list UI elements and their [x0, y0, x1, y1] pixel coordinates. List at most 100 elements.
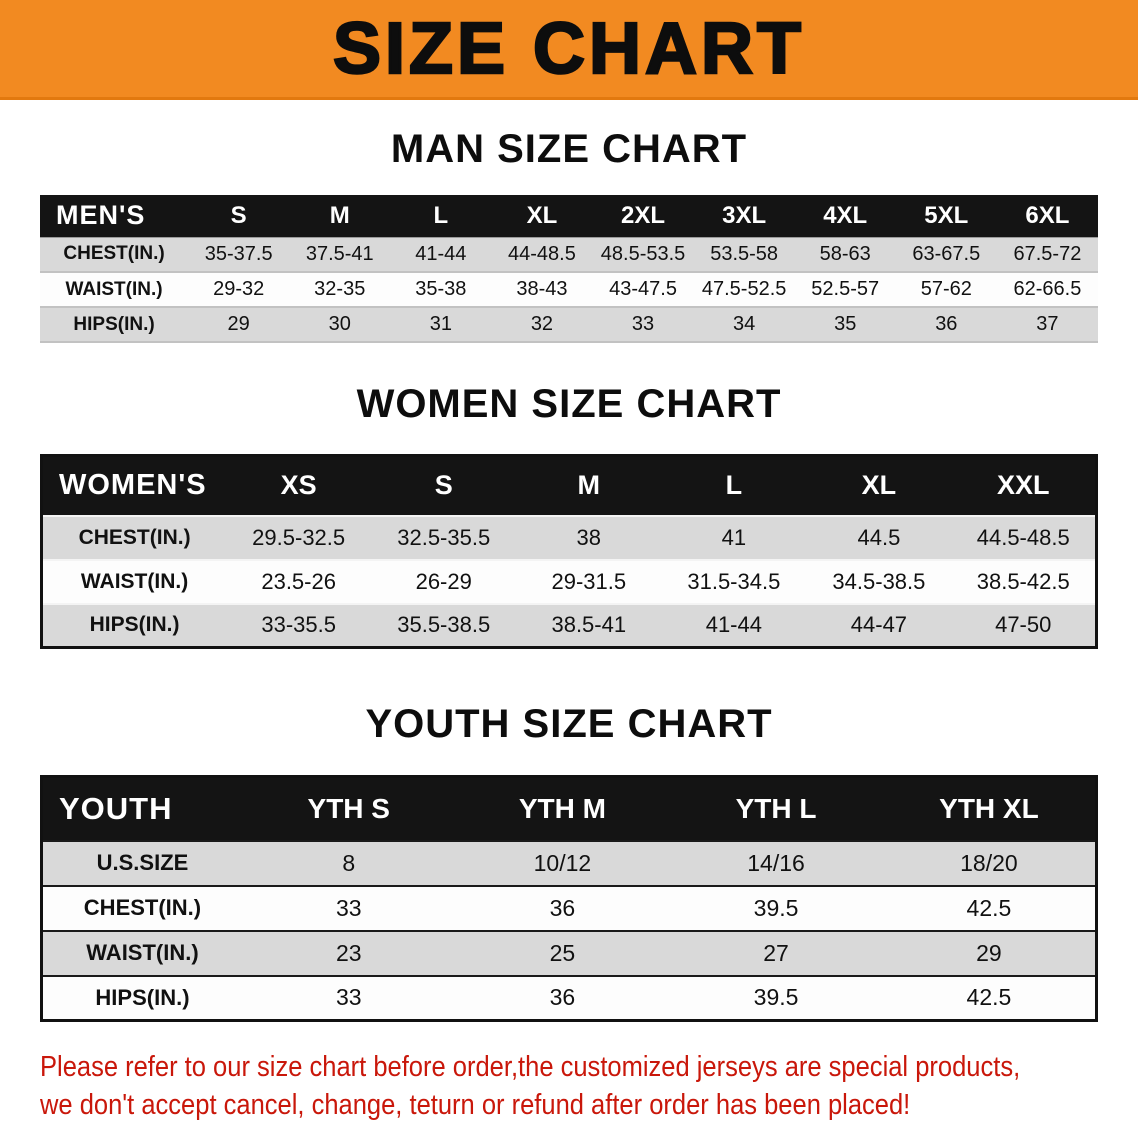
- size-column-header: YTH XL: [882, 776, 1097, 841]
- measurement-label: HIPS(IN.): [89, 613, 180, 637]
- table-row: WAIST(IN.) 29-32 32-35 35-38 38-43 43-47.5 47.…: [40, 272, 1098, 307]
- table-corner-label: YOUTH: [41, 776, 242, 841]
- measurement-value: 30: [328, 313, 351, 335]
- measurement-label: WAIST(IN.): [86, 940, 199, 965]
- measurement-value: 33: [335, 984, 362, 1011]
- women-size-section: WOMEN SIZE CHART WOMEN'S XS S M L XL XXL CHEST(…: [0, 381, 1138, 649]
- measurement-value: 14/16: [747, 849, 805, 876]
- women-size-table: WOMEN'S XS S M L XL XXL CHEST(IN.) 29.5-32.5 32.5…: [40, 454, 1098, 649]
- measurement-label: CHEST(IN.): [63, 243, 165, 265]
- measurement-value: 41: [721, 524, 747, 550]
- measurement-value: 38.5-42.5: [976, 568, 1070, 594]
- measurement-value: 36: [549, 984, 576, 1011]
- order-notice: Please refer to our size chart before or…: [40, 1048, 1118, 1124]
- youth-size-section: YOUTH SIZE CHART YOUTH YTH S YTH M YTH L YTH…: [0, 701, 1138, 1022]
- measurement-value: 37.5-41: [305, 242, 374, 265]
- table-row: U.S.SIZE 8 10/12 14/16 18/20: [41, 840, 1097, 886]
- measurement-value: 37: [1036, 313, 1059, 335]
- table-row: WAIST(IN.) 23.5-26 26-29 29-31.5 31.5-34.5 34…: [41, 559, 1097, 604]
- measurement-label: CHEST(IN.): [78, 525, 191, 549]
- measurement-value: 36: [935, 313, 958, 335]
- measurement-value: 47-50: [995, 612, 1052, 638]
- measurement-value: 33-35.5: [261, 612, 336, 638]
- table-row: WAIST(IN.) 23 25 27 29: [41, 930, 1097, 976]
- measurement-value: 62-66.5: [1013, 278, 1082, 300]
- table-row: HIPS(IN.) 33-35.5 35.5-38.5 38.5-41 41-44 44-…: [41, 603, 1097, 648]
- men-section-heading: MAN SIZE CHART: [390, 127, 748, 171]
- measurement-value: 63-67.5: [912, 242, 981, 265]
- size-column-header: 4XL: [794, 195, 896, 237]
- measurement-value: 31: [429, 313, 452, 335]
- measurement-value: 35: [834, 313, 857, 335]
- measurement-value: 25: [549, 939, 576, 966]
- measurement-value: 36: [549, 894, 576, 921]
- measurement-value: 47.5-52.5: [701, 278, 787, 300]
- measurement-value: 8: [342, 849, 356, 876]
- measurement-value: 29: [227, 313, 250, 335]
- measurement-value: 26-29: [415, 568, 472, 594]
- measurement-value: 43-47.5: [609, 278, 677, 300]
- measurement-value: 53.5-58: [710, 242, 779, 265]
- measurement-value: 32-35: [314, 278, 366, 300]
- measurement-value: 27: [763, 939, 789, 966]
- table-header-row: MEN'S S M L XL 2XL 3XL 4XL 5XL 6XL: [40, 195, 1098, 237]
- size-column-header: S: [188, 195, 290, 237]
- measurement-value: 44-48.5: [508, 242, 576, 265]
- measurement-value: 34: [733, 313, 756, 335]
- measurement-value: 58-63: [819, 242, 871, 265]
- men-size-section: MAN SIZE CHART MEN'S S M L XL 2XL 3XL 4XL 5XL 6XL…: [0, 126, 1138, 343]
- size-column-header: M: [289, 195, 391, 237]
- size-column-header: S: [371, 455, 517, 516]
- measurement-value: 31.5-34.5: [687, 568, 781, 594]
- measurement-value: 38: [576, 524, 602, 550]
- measurement-value: 23.5-26: [261, 568, 336, 594]
- size-column-header: 3XL: [693, 195, 795, 237]
- table-row: HIPS(IN.) 29 30 31 32 33 34 35 36 37: [40, 307, 1098, 342]
- measurement-value: 44.5-48.5: [976, 524, 1070, 550]
- measurement-value: 41-44: [705, 612, 762, 638]
- measurement-value: 23: [335, 939, 362, 966]
- measurement-value: 33: [631, 313, 655, 335]
- measurement-value: 34.5-38.5: [832, 568, 926, 594]
- measurement-value: 44.5: [857, 524, 901, 550]
- youth-size-table: YOUTH YTH S YTH M YTH L YTH XL U.S.SIZE 8 10/12…: [40, 775, 1098, 1022]
- size-column-header: L: [390, 195, 492, 237]
- measurement-value: 52.5-57: [811, 278, 880, 300]
- size-column-header: 5XL: [895, 195, 997, 237]
- measurement-value: 39.5: [753, 894, 799, 921]
- measurement-label: U.S.SIZE: [96, 850, 189, 875]
- measurement-value: 35.5-38.5: [397, 612, 491, 638]
- size-column-header: XXL: [951, 455, 1097, 516]
- measurement-label: CHEST(IN.): [83, 895, 202, 920]
- measurement-value: 44-47: [850, 612, 908, 638]
- size-column-header: YTH M: [455, 776, 670, 841]
- measurement-value: 33: [335, 894, 362, 921]
- table-row: CHEST(IN.) 29.5-32.5 32.5-35.5 38 41 44.5 44.5…: [41, 515, 1097, 560]
- table-corner-label: WOMEN'S: [41, 455, 227, 516]
- size-column-header: 2XL: [592, 195, 694, 237]
- measurement-value: 42.5: [966, 894, 1012, 921]
- size-column-header: 6XL: [996, 195, 1098, 237]
- measurement-value: 32: [530, 313, 554, 335]
- measurement-value: 42.5: [966, 984, 1012, 1011]
- measurement-value: 41-44: [415, 242, 467, 265]
- measurement-value: 32.5-35.5: [397, 524, 491, 550]
- measurement-value: 29-31.5: [551, 568, 627, 594]
- measurement-value: 35-38: [415, 278, 467, 300]
- measurement-label: HIPS(IN.): [95, 984, 190, 1010]
- measurement-value: 48.5-53.5: [600, 242, 686, 265]
- measurement-value: 18/20: [960, 849, 1018, 876]
- size-column-header: M: [516, 455, 662, 516]
- measurement-value: 35-37.5: [204, 242, 273, 265]
- size-column-header: YTH L: [669, 776, 883, 841]
- youth-section-heading: YOUTH SIZE CHART: [365, 702, 773, 746]
- measurement-value: 29-32: [213, 278, 265, 300]
- size-column-header: XL: [806, 455, 952, 516]
- size-column-header: YTH S: [241, 776, 456, 841]
- size-column-header: XS: [226, 455, 372, 516]
- measurement-label: WAIST(IN.): [80, 569, 189, 593]
- measurement-value: 29.5-32.5: [252, 524, 346, 550]
- notice-line-2: we don't accept cancel, change, teturn o…: [40, 1089, 911, 1121]
- measurement-value: 10/12: [533, 849, 592, 876]
- size-column-header: L: [661, 455, 807, 516]
